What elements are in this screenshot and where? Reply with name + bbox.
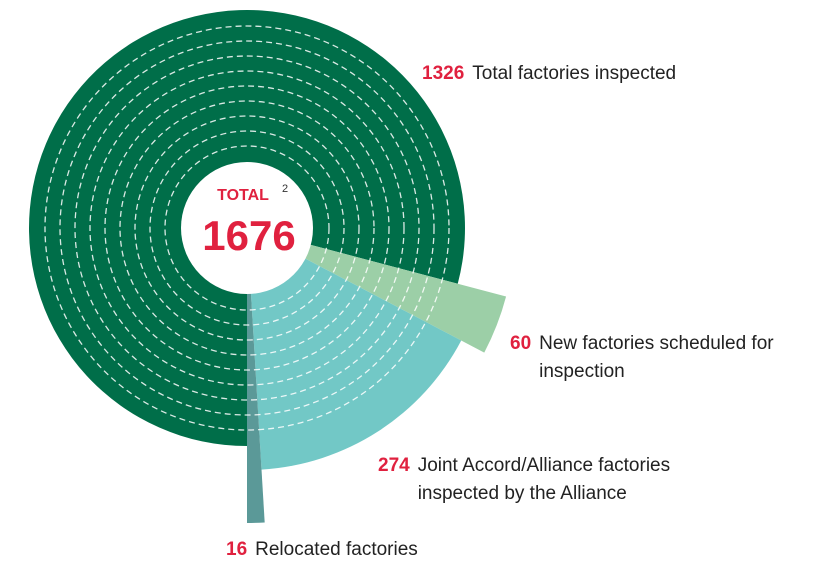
dashed-ring xyxy=(104,85,390,371)
callout: 1326 Total factories inspected xyxy=(422,60,802,88)
center-label: TOTAL xyxy=(217,187,269,204)
callout-label: Joint Accord/Alliance factories inspecte… xyxy=(417,455,671,504)
dashed-ring xyxy=(74,55,420,401)
dashed-ring xyxy=(164,145,330,311)
dashed-ring xyxy=(149,130,345,326)
dashed-ring xyxy=(134,115,360,341)
dashed-ring xyxy=(44,25,450,431)
callout: 274 Joint Accord/Alliance factories inspe… xyxy=(378,452,748,508)
center-hole xyxy=(181,162,313,294)
callout: 16 Relocated factories xyxy=(226,536,555,563)
callout-label: Total factories inspected xyxy=(472,63,677,84)
wedge xyxy=(247,228,265,523)
callout-value: 1326 xyxy=(422,63,465,84)
callout-value: 274 xyxy=(378,455,410,476)
wedge xyxy=(247,228,507,353)
wedge xyxy=(247,228,462,470)
center-note: 2 xyxy=(282,183,288,195)
callout-label: New factories scheduled for inspection xyxy=(539,333,774,382)
callout-value: 60 xyxy=(510,333,532,354)
callout: 60 New factories scheduled for inspection xyxy=(510,330,809,386)
dashed-ring xyxy=(59,40,435,416)
callout-label: Relocated factories xyxy=(255,539,418,560)
dashed-ring xyxy=(119,100,375,356)
center-total: 1676 xyxy=(202,212,295,259)
callout-value: 16 xyxy=(226,539,248,560)
dashed-ring xyxy=(89,70,405,386)
